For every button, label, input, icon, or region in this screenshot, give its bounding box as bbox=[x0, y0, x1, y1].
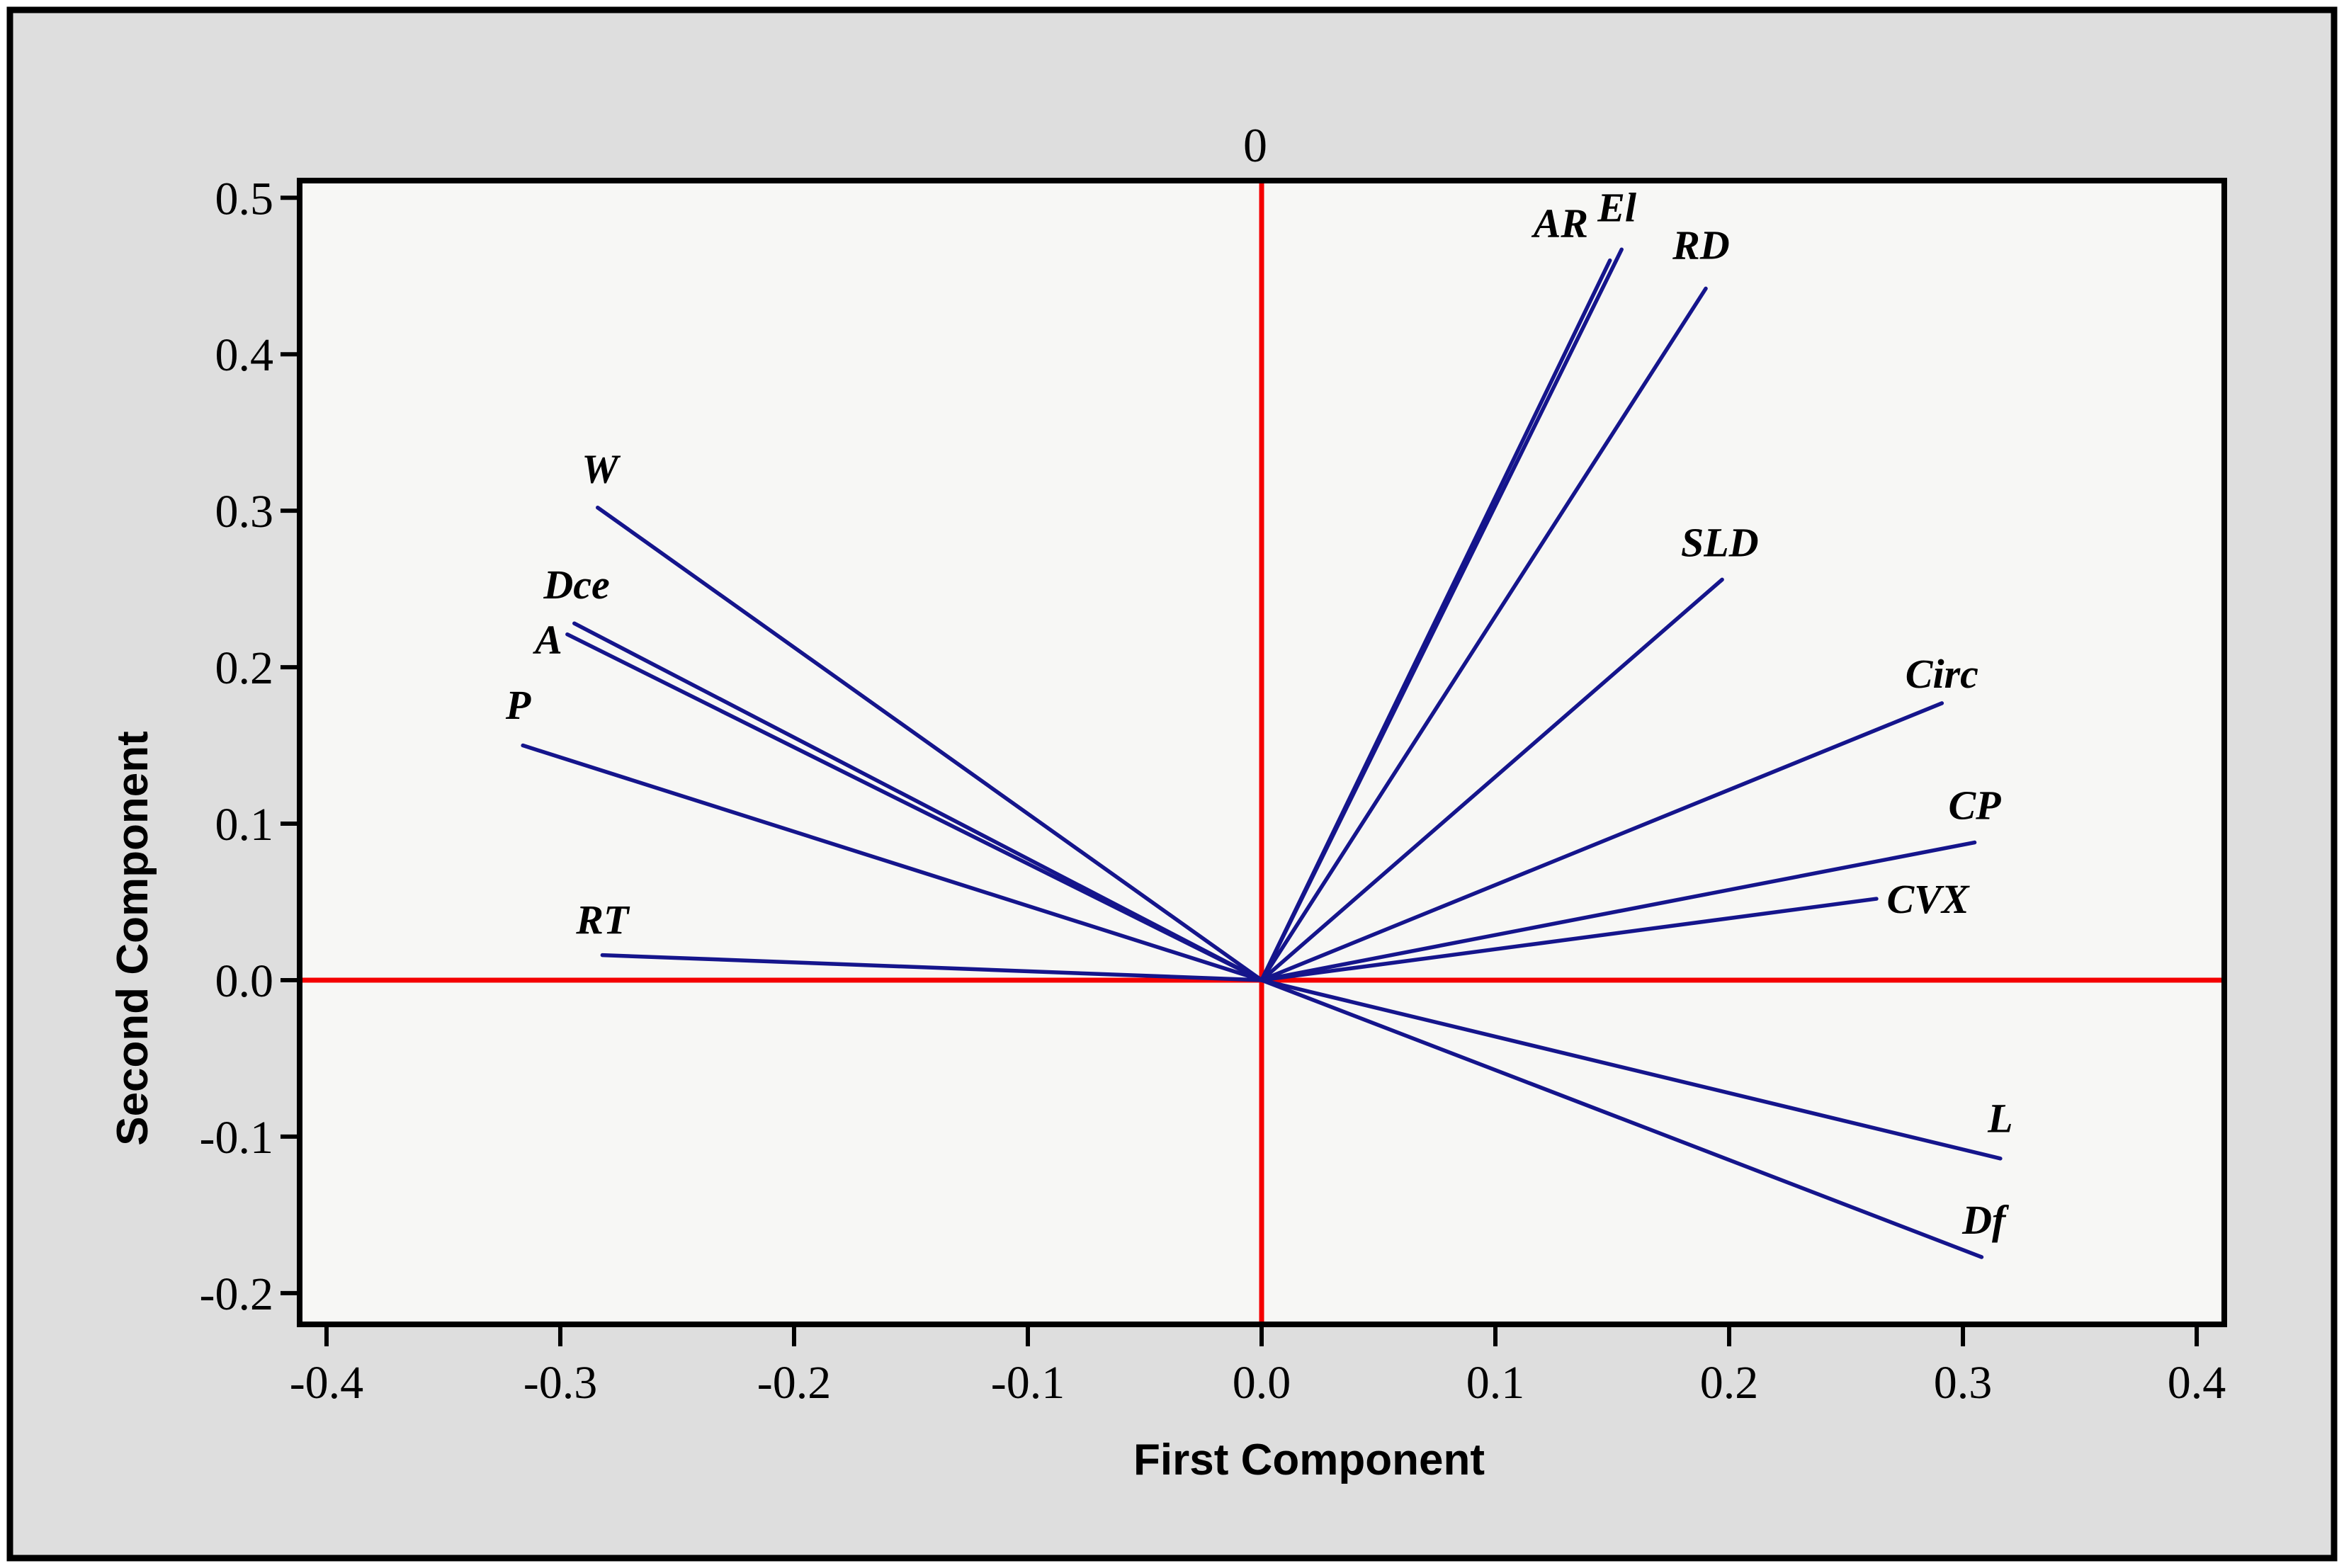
vector-label-El: El bbox=[1597, 185, 1637, 231]
y-tick-label--0.1: -0.1 bbox=[200, 1112, 273, 1164]
y-tick-label--0.2: -0.2 bbox=[200, 1268, 273, 1320]
vector-P bbox=[521, 743, 1264, 982]
x-tick-label-0.0: 0.0 bbox=[1233, 1357, 1291, 1409]
x-tick-label--0.4: -0.4 bbox=[290, 1357, 363, 1409]
vector-label-SLD: SLD bbox=[1681, 519, 1759, 565]
vector-CP bbox=[1259, 840, 1977, 982]
x-axis-title: First Component bbox=[1133, 1436, 1485, 1484]
y-tick-label-0.3: 0.3 bbox=[215, 486, 274, 538]
vector-Dce bbox=[572, 621, 1264, 982]
y-tick-label-0.0: 0.0 bbox=[215, 955, 274, 1007]
vector-W bbox=[596, 505, 1264, 982]
y-axis-title: Second Component bbox=[108, 731, 157, 1146]
plot-border bbox=[297, 178, 2227, 1327]
vector-El bbox=[1259, 247, 1624, 982]
vector-RD bbox=[1259, 286, 1708, 982]
vector-label-Circ: Circ bbox=[1906, 651, 1978, 697]
x-tick-label-0.3: 0.3 bbox=[1934, 1357, 1993, 1409]
x-tick-label--0.3: -0.3 bbox=[523, 1357, 597, 1409]
vector-label-RT: RT bbox=[575, 897, 630, 943]
chart-layer: AR El RD SLD Circ CP CVX L Df W Dce AP RT -0.4 -0.3 -0.… bbox=[200, 173, 2227, 1409]
vector-label-Df: Df bbox=[1961, 1197, 2010, 1243]
x-tick-label-0.4: 0.4 bbox=[2168, 1357, 2226, 1409]
x-tick-label-0.1: 0.1 bbox=[1466, 1357, 1525, 1409]
vector-RT bbox=[600, 953, 1264, 982]
y-tick-label-0.4: 0.4 bbox=[215, 329, 274, 381]
vector-A bbox=[565, 632, 1264, 982]
vector-L bbox=[1259, 978, 2003, 1161]
vector-label-AR: AR bbox=[1531, 200, 1588, 246]
vector-CVX bbox=[1259, 897, 1879, 982]
x-tick-label-0.2: 0.2 bbox=[1700, 1357, 1759, 1409]
x-tick-label--0.1: -0.1 bbox=[991, 1357, 1065, 1409]
figure-border bbox=[6, 6, 2338, 1562]
vector-label-P: P bbox=[505, 682, 531, 728]
x-tick-label--0.2: -0.2 bbox=[757, 1357, 831, 1409]
y-tick-label-0.2: 0.2 bbox=[215, 642, 274, 694]
vector-label-L: L bbox=[1987, 1095, 2012, 1141]
vector-label-A: A bbox=[533, 616, 562, 662]
vector-label-RD: RD bbox=[1672, 222, 1730, 268]
vector-label-CVX: CVX bbox=[1887, 876, 1970, 922]
vector-label-CP: CP bbox=[1948, 783, 2001, 829]
vector-label-Dce: Dce bbox=[543, 562, 609, 608]
vector-SLD bbox=[1259, 577, 1724, 982]
y-tick-label-0.5: 0.5 bbox=[215, 173, 274, 225]
vector-Circ bbox=[1259, 701, 1944, 982]
y-tick-label-0.1: 0.1 bbox=[215, 799, 274, 851]
vector-label-W: W bbox=[582, 446, 621, 492]
vector-Df bbox=[1259, 978, 1984, 1259]
vertical-reference-line-label: 0 bbox=[1243, 118, 1267, 172]
